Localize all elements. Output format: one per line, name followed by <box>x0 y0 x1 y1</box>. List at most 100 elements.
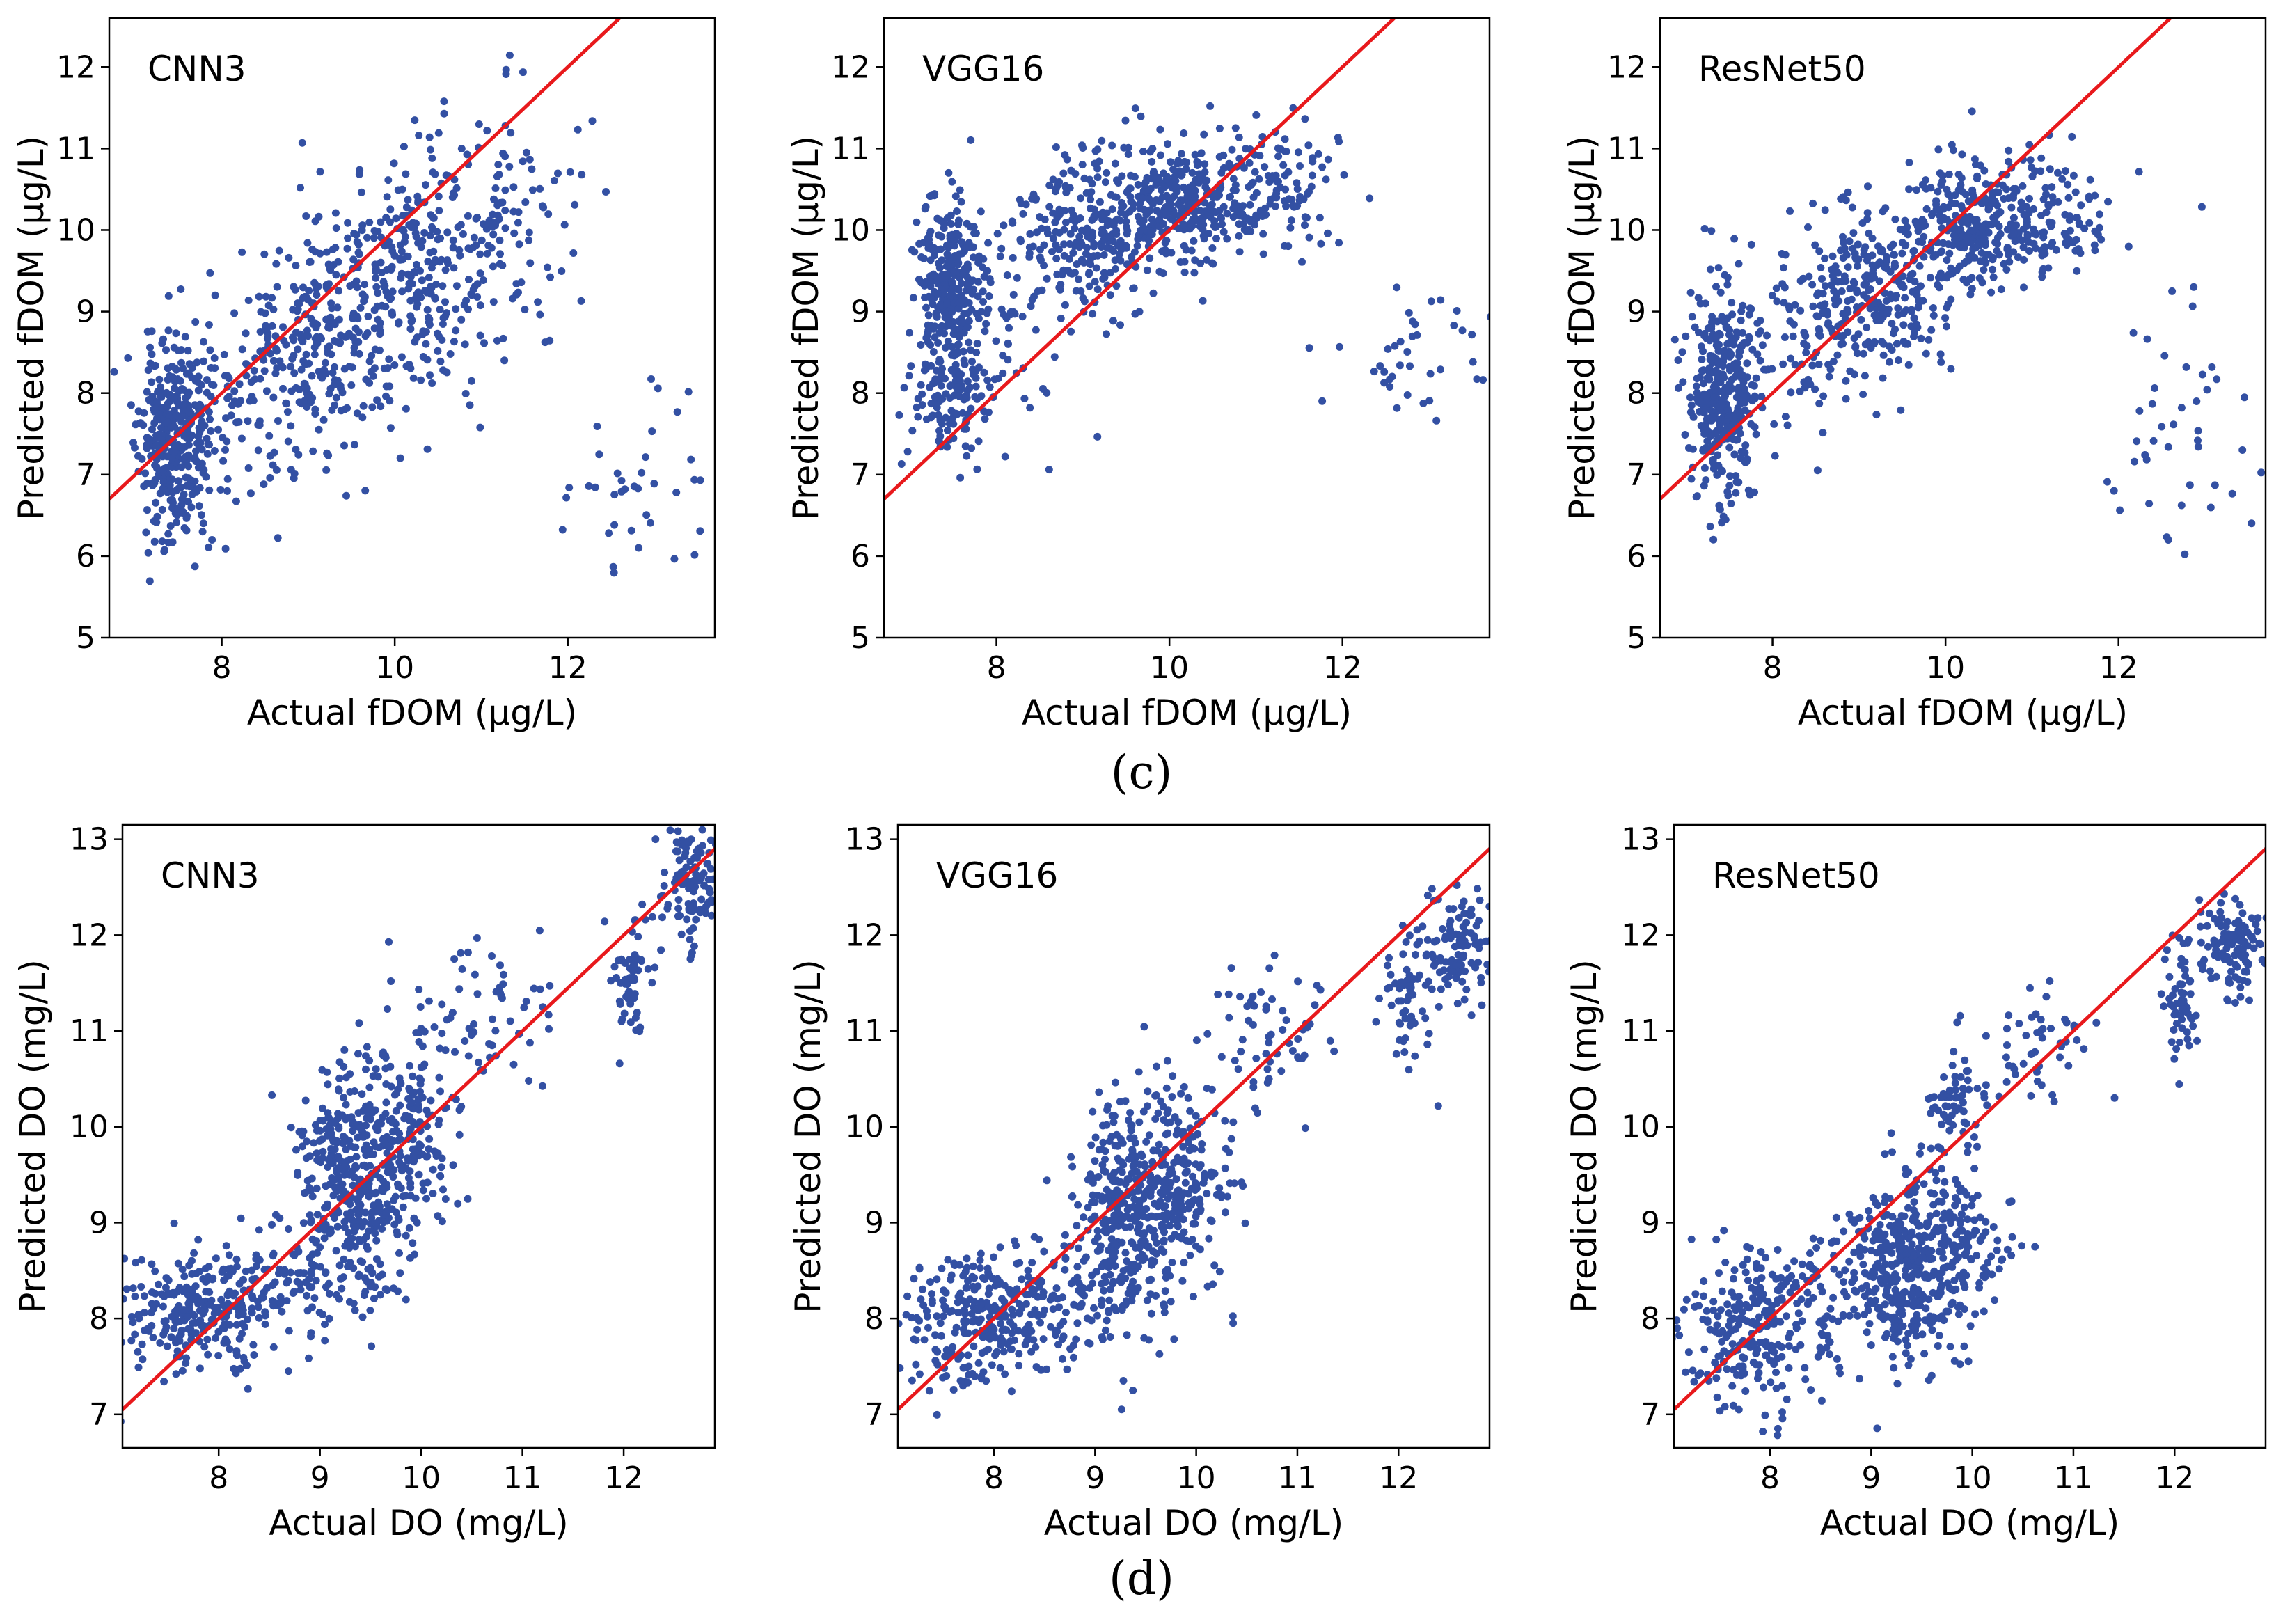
scatter-point <box>1001 1370 1009 1378</box>
scatter-point <box>2186 481 2194 489</box>
scatter-point <box>168 454 176 462</box>
scatter-point <box>1200 130 1208 139</box>
scatter-point <box>1029 242 1037 251</box>
scatter-point <box>310 343 319 352</box>
scatter-point <box>1215 152 1224 161</box>
scatter-point <box>459 230 467 238</box>
scatter-point <box>963 1254 971 1263</box>
scatter-point <box>361 281 369 289</box>
scatter-point <box>938 274 946 283</box>
scatter-point <box>494 161 503 168</box>
scatter-point <box>398 1167 406 1175</box>
scatter-point <box>330 337 338 345</box>
scatter-point <box>948 230 956 239</box>
scatter-point <box>489 262 497 271</box>
scatter-point <box>630 482 638 491</box>
scatter-point <box>1061 1231 1069 1239</box>
scatter-point <box>145 440 154 448</box>
scatter-point <box>1787 388 1795 397</box>
scatter-point <box>936 1319 945 1327</box>
scatter-point <box>940 1302 949 1311</box>
scatter-point <box>438 1000 446 1009</box>
scatter-point <box>1085 282 1093 290</box>
scatter-point <box>1126 184 1135 193</box>
scatter-point <box>365 1083 374 1091</box>
scatter-point <box>331 209 340 217</box>
scatter-point <box>1833 351 1842 359</box>
scatter-point <box>986 383 994 391</box>
scatter-point <box>1084 270 1093 278</box>
scatter-point <box>993 230 1002 238</box>
scatter-point <box>473 934 481 942</box>
scatter-point <box>2091 227 2099 235</box>
scatter-point <box>171 443 179 450</box>
scatter-point <box>925 1387 933 1395</box>
scatter-point <box>2044 200 2053 209</box>
scatter-point <box>415 986 423 993</box>
scatter-point <box>498 261 507 269</box>
scatter-point <box>399 226 407 234</box>
scatter-point <box>1228 145 1236 154</box>
scatter-point <box>351 1243 359 1251</box>
scatter-point <box>924 234 932 242</box>
scatter-point <box>1779 360 1787 368</box>
scatter-point <box>294 1171 302 1179</box>
scatter-point <box>438 1154 446 1162</box>
scatter-point <box>1821 254 1829 262</box>
scatter-point <box>431 255 439 264</box>
scatter-point <box>340 1094 348 1102</box>
scatter-point <box>1116 321 1124 329</box>
scatter-point <box>336 1275 345 1283</box>
scatter-point <box>313 1184 321 1192</box>
scatter-point <box>1987 221 1996 229</box>
scatter-point <box>292 328 300 336</box>
scatter-point <box>249 1341 258 1349</box>
scatter-point <box>355 1019 363 1027</box>
scatter-point <box>375 1143 384 1151</box>
scatter-point <box>979 287 987 296</box>
scatter-point <box>1256 152 1264 160</box>
scatter-point <box>469 285 477 294</box>
scatter-point <box>371 1229 379 1238</box>
scatter-point <box>404 253 412 261</box>
scatter-point <box>522 148 530 157</box>
scatter-point <box>440 97 448 106</box>
scatter-point <box>595 450 603 459</box>
y-tick-label: 9 <box>851 294 870 330</box>
x-tick-label: 10 <box>1926 650 1965 686</box>
scatter-point <box>325 1290 333 1298</box>
y-tick-label: 9 <box>89 1205 109 1240</box>
scatter-point <box>1022 1300 1030 1308</box>
scatter-point <box>2041 184 2050 192</box>
scatter-point <box>392 1107 400 1115</box>
scatter-point <box>205 321 213 329</box>
scatter-point <box>960 1325 967 1334</box>
scatter-point <box>1724 324 1732 333</box>
scatter-point <box>335 1124 343 1133</box>
scatter-point <box>1984 205 1993 214</box>
scatter-point <box>362 1065 370 1073</box>
scatter-point <box>111 1316 118 1324</box>
scatter-point <box>1075 243 1084 251</box>
scatter-point <box>948 1307 956 1315</box>
scatter-point <box>1995 222 2003 230</box>
scatter-point <box>1177 169 1185 178</box>
scatter-point <box>1180 129 1188 137</box>
scatter-point <box>1190 237 1198 245</box>
scatter-point <box>997 305 1006 313</box>
scatter-point <box>1016 235 1025 244</box>
y-tick-label: 10 <box>831 212 870 248</box>
scatter-point <box>1380 368 1389 376</box>
scatter-point <box>375 323 384 331</box>
scatter-point <box>939 1312 947 1321</box>
scatter-point <box>924 292 933 301</box>
scatter-point <box>1735 384 1743 391</box>
scatter-point <box>927 413 935 422</box>
scatter-point <box>1910 314 1918 322</box>
scatter-point <box>565 484 574 491</box>
scatter-point <box>1682 332 1690 340</box>
scatter-point <box>140 482 148 491</box>
scatter-point <box>2030 239 2038 248</box>
scatter-point <box>956 473 965 482</box>
scatter-point <box>371 1190 379 1198</box>
